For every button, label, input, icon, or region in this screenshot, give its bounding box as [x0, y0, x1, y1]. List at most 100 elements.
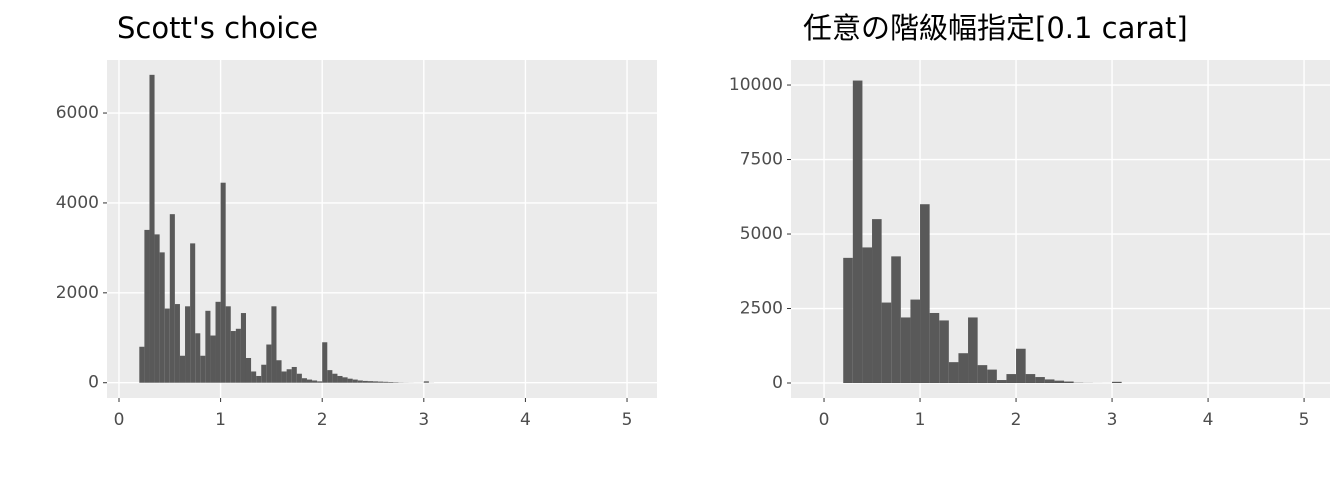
bar — [1112, 381, 1122, 384]
bar — [1006, 374, 1017, 384]
bar — [977, 365, 988, 384]
bar — [862, 247, 873, 384]
bar — [149, 74, 155, 383]
bar — [317, 381, 323, 383]
bar — [144, 229, 150, 383]
bar — [312, 380, 318, 383]
bar — [939, 320, 949, 384]
y-tick-label: 2000 — [56, 283, 99, 303]
bar — [367, 381, 374, 383]
bar — [220, 182, 226, 383]
x-tick-label: 4 — [1203, 410, 1214, 430]
x-tick-label: 2 — [317, 410, 328, 430]
bar — [301, 378, 307, 383]
x-tick-label: 0 — [819, 410, 830, 430]
bar — [261, 364, 267, 383]
bar — [169, 214, 175, 383]
bar — [205, 310, 211, 383]
bar — [996, 380, 1007, 384]
x-tick-label: 2 — [1011, 410, 1022, 430]
bar — [281, 371, 287, 383]
bar — [1025, 374, 1036, 384]
bar — [388, 382, 394, 383]
bar — [291, 366, 297, 383]
bar — [215, 301, 221, 383]
bar — [1016, 348, 1026, 384]
bar — [154, 234, 160, 383]
x-tick-label: 3 — [418, 410, 429, 430]
bar — [881, 302, 892, 384]
bar — [251, 371, 257, 383]
y-tick-label: 7500 — [740, 150, 783, 170]
bar — [920, 204, 930, 384]
bar — [378, 381, 384, 383]
y-tick-label: 0 — [88, 373, 99, 393]
bar — [1054, 380, 1065, 384]
bar — [322, 342, 328, 383]
bar — [286, 369, 292, 383]
bar — [195, 333, 201, 383]
bar — [332, 373, 338, 383]
chart-title: Scott's choice — [117, 11, 318, 45]
bar — [910, 299, 921, 384]
bar — [929, 312, 940, 384]
bar — [225, 306, 231, 383]
bar — [256, 375, 262, 383]
y-tick-label: 10000 — [729, 75, 783, 95]
bar — [383, 381, 389, 383]
bar — [179, 355, 186, 383]
bar — [296, 373, 302, 383]
y-tick-label: 6000 — [56, 103, 99, 123]
x-tick-label: 4 — [520, 410, 531, 430]
bar — [266, 344, 272, 383]
x-tick-label: 1 — [215, 410, 226, 430]
bar — [235, 328, 241, 383]
bar — [271, 306, 277, 383]
bar — [968, 317, 978, 384]
x-tick-label: 5 — [1299, 410, 1310, 430]
bar — [327, 370, 333, 383]
bar — [900, 317, 911, 384]
bar — [200, 355, 206, 383]
bar — [891, 256, 901, 384]
bar — [373, 381, 379, 383]
bar — [987, 369, 997, 384]
bar — [1064, 381, 1074, 384]
bar — [210, 335, 216, 383]
bar — [230, 331, 236, 383]
bar — [337, 375, 343, 383]
x-tick-label: 0 — [114, 410, 125, 430]
bar — [342, 377, 348, 383]
bar — [1044, 379, 1055, 384]
y-tick-label: 0 — [772, 373, 783, 393]
y-tick-label: 5000 — [740, 224, 783, 244]
bar — [185, 306, 191, 383]
bar — [1035, 377, 1045, 384]
bar — [159, 252, 165, 383]
x-tick-label: 3 — [1107, 410, 1118, 430]
bar — [190, 243, 196, 383]
bar — [174, 304, 180, 383]
bar — [958, 353, 969, 384]
y-tick-label: 2500 — [740, 299, 783, 319]
bar — [357, 380, 363, 383]
bar — [843, 257, 853, 384]
x-tick-label: 5 — [622, 410, 633, 430]
bar — [948, 362, 959, 384]
bar — [276, 360, 282, 383]
y-tick-label: 4000 — [56, 193, 99, 213]
bar — [164, 308, 170, 383]
bar — [240, 313, 246, 383]
bar — [139, 346, 145, 383]
bar — [362, 380, 368, 383]
bar — [306, 379, 313, 383]
bar — [245, 357, 252, 383]
x-tick-label: 1 — [915, 410, 926, 430]
bar — [352, 379, 358, 383]
bar — [852, 80, 863, 384]
bar — [347, 378, 353, 383]
bar — [872, 219, 882, 384]
chart-title: 任意の階級幅指定[0.1 carat] — [803, 11, 1188, 45]
bar — [423, 381, 429, 383]
